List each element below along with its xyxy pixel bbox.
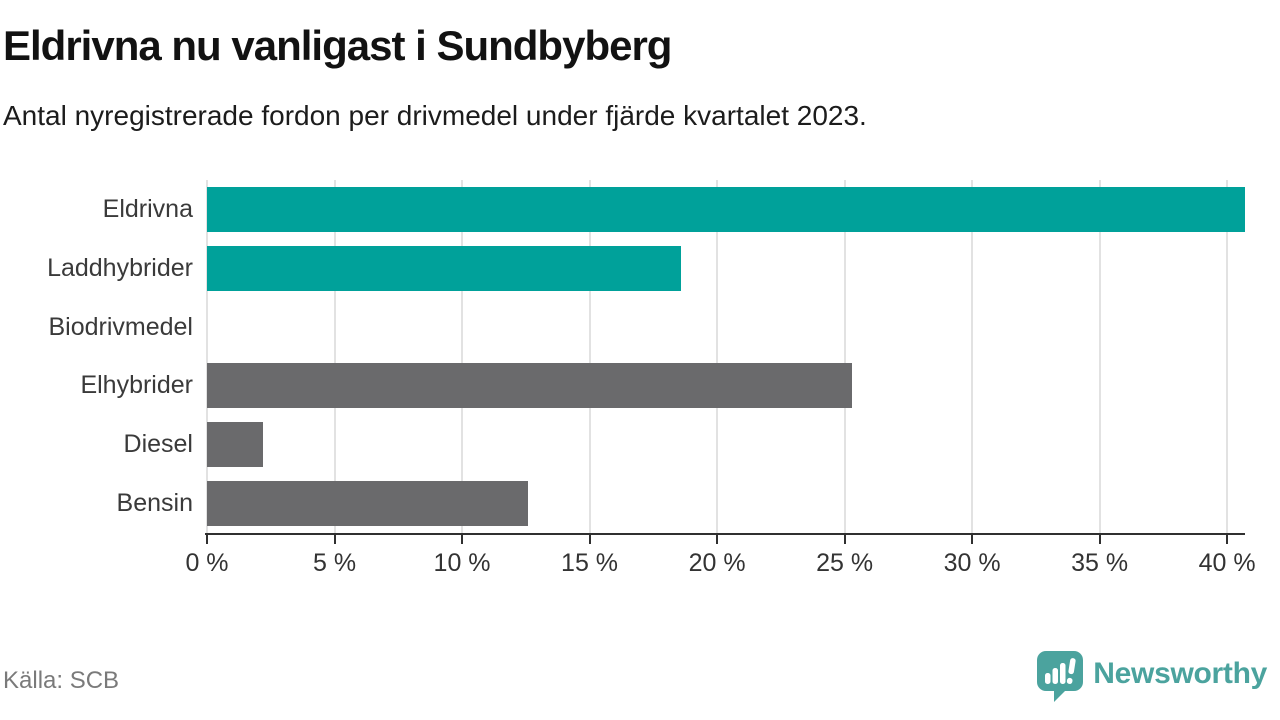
axis-tick-label: 10 %: [433, 549, 491, 577]
category-label: Bensin: [116, 489, 193, 518]
gridline: [843, 180, 846, 533]
axis-tick: [1098, 535, 1101, 544]
source-note: Källa: SCB: [3, 667, 120, 694]
gridline: [1098, 180, 1101, 533]
axis-tick: [461, 535, 464, 544]
axis-tick-label: 20 %: [688, 549, 746, 577]
category-label: Laddhybrider: [47, 253, 193, 282]
gridline: [716, 180, 719, 533]
axis-tick-label: 15 %: [561, 549, 619, 577]
bar: [207, 481, 529, 527]
x-axis: 0 % 5 % 10 % 15 % 20 % 25 % 30 % 35 % 40 %: [185, 533, 1256, 583]
category-label: Elhybrider: [80, 371, 193, 400]
gridline: [206, 180, 208, 533]
page-title: Eldrivna nu vanligast i Sundbyberg: [3, 22, 672, 69]
axis-tick: [1226, 535, 1229, 544]
bar: [207, 186, 1245, 232]
newsworthy-wordmark: Newsworthy: [1093, 657, 1267, 690]
axis-tick-label: 25 %: [816, 549, 874, 577]
category-label: Biodrivmedel: [48, 312, 193, 341]
category-label: Diesel: [123, 430, 193, 459]
axis-tick: [206, 535, 208, 544]
axis-tick-label: 40 %: [1198, 549, 1256, 577]
bar: [207, 245, 682, 291]
category-labels: Eldrivna Laddhybrider Biodrivmedel Elhybrid…: [0, 180, 193, 533]
axis-tick: [333, 535, 336, 544]
bar: [207, 363, 853, 409]
bar-chart: Eldrivna Laddhybrider Biodrivmedel Elhybrid…: [0, 180, 1245, 533]
x-axis-line: [205, 533, 1245, 535]
newsworthy-bubble-chart-icon: [1037, 651, 1084, 702]
axis-tick: [716, 535, 719, 544]
newsworthy-logo: Newsworthy: [1036, 650, 1267, 702]
axis-tick-label: 35 %: [1071, 549, 1129, 577]
gridline: [971, 180, 974, 533]
axis-tick: [971, 535, 974, 544]
gridline: [461, 180, 464, 533]
gridline: [333, 180, 336, 533]
axis-tick-label: 30 %: [943, 549, 1001, 577]
gridline: [1226, 180, 1229, 533]
plot-area: [206, 180, 1245, 533]
axis-tick-label: 5 %: [312, 549, 357, 577]
category-label: Eldrivna: [102, 194, 193, 223]
page-subtitle: Antal nyregistrerade fordon per drivmede…: [3, 100, 867, 131]
bar: [207, 422, 264, 468]
axis-tick: [843, 535, 846, 544]
axis-tick: [588, 535, 591, 544]
gridline: [588, 180, 591, 533]
axis-tick-label: 0 %: [185, 549, 229, 577]
